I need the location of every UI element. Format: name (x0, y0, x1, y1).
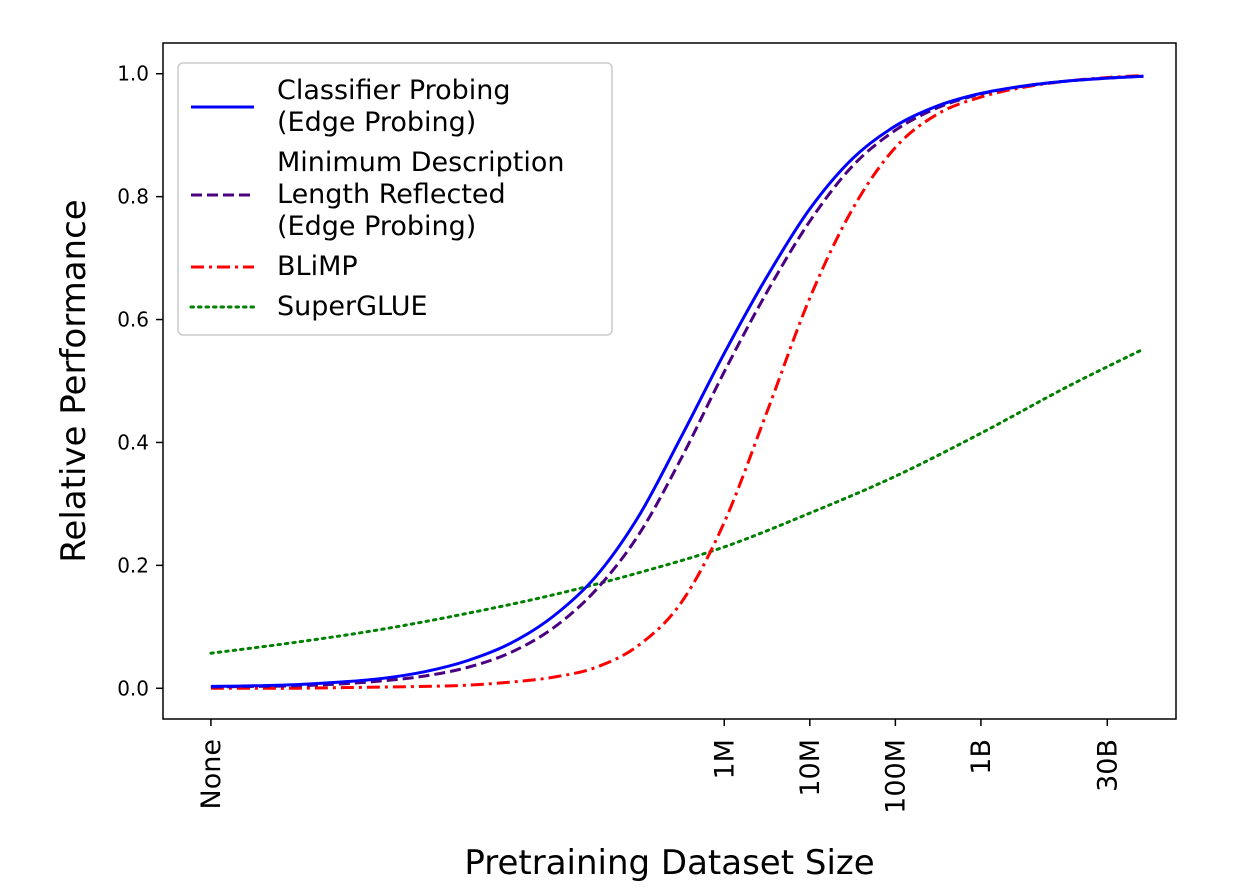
x-tick-label: 1M (709, 739, 740, 779)
y-tick-label: 0.4 (117, 430, 149, 454)
series-lines (209, 74, 1145, 690)
series-line-1 (210, 74, 1144, 688)
series-line-3 (210, 74, 1144, 690)
y-tick-label: 0.6 (117, 308, 149, 332)
y-axis-title: Relative Performance (54, 199, 94, 562)
x-tick-label: 1B (966, 739, 997, 775)
y-tick-label: 1.0 (117, 62, 149, 86)
x-axis-ticks: None 1M 10M 100M 1B 30B (196, 719, 1123, 814)
plot-frame (162, 42, 1177, 720)
legend-box (177, 62, 613, 336)
legend-label: Minimum Description Length Reflected (Edge… (277, 147, 564, 242)
x-tick-label: None (196, 739, 227, 809)
y-tick-label: 0.0 (117, 676, 149, 700)
x-tick-label: 10M (795, 739, 826, 797)
y-axis-ticks: 0.0 0.2 0.4 0.6 0.8 1.0 (117, 62, 163, 700)
legend-label: BLiMP (277, 251, 358, 282)
legend-label: SuperGLUE (277, 291, 428, 322)
series-line-4 (209, 347, 1145, 655)
x-tick-label: 30B (1092, 739, 1123, 792)
plot-area: 0.0 0.2 0.4 0.6 0.8 1.0 None 1M 10M 100M 1B 30B (117, 42, 1177, 814)
x-tick-label: 100M (880, 739, 911, 814)
legend-label: Classifier Probing (Edge Probing) (277, 75, 511, 138)
legend: Classifier Probing (Edge Probing) Minimum … (177, 62, 613, 336)
x-axis-title: Pretraining Dataset Size (464, 843, 874, 883)
y-tick-label: 0.2 (117, 553, 149, 577)
y-tick-label: 0.8 (117, 185, 149, 209)
